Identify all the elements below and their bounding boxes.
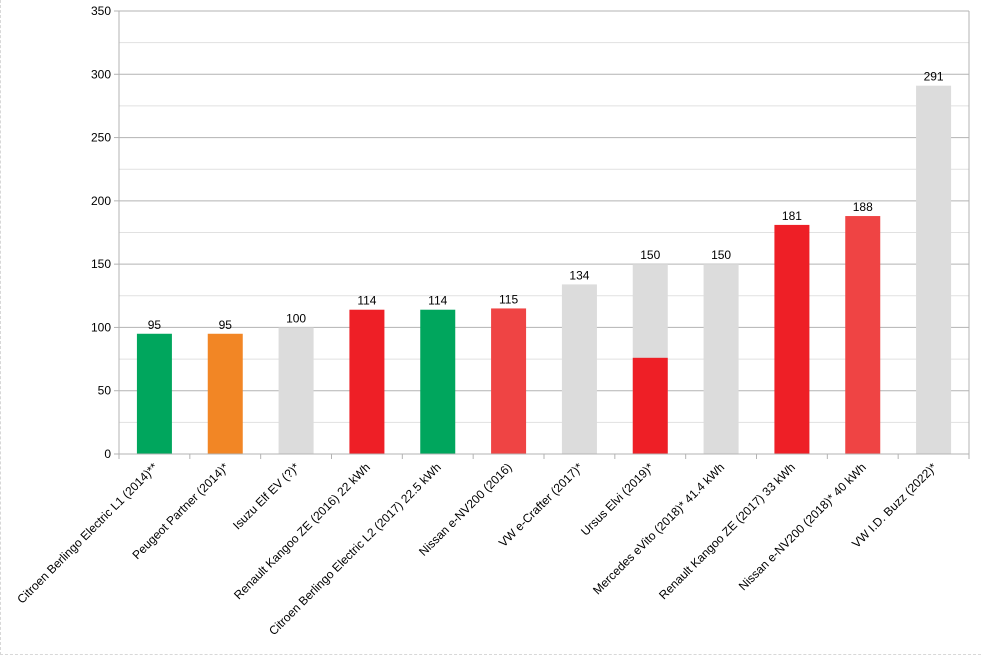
x-category-label: Mercedes eVito (2018)* 41.4 kWh: [590, 460, 727, 597]
bar-value-label: 150: [711, 248, 731, 262]
bar-value-label: 291: [924, 70, 944, 84]
y-tick-label: 100: [91, 320, 111, 334]
bar: [561, 284, 597, 454]
bar: [278, 327, 314, 454]
y-tick-label: 300: [91, 67, 111, 81]
x-category-label: Isuzu Elf EV (?)*: [230, 460, 302, 532]
x-category-label: Ursus Elvi (2019)*: [578, 460, 657, 539]
bar: [420, 309, 456, 454]
bar-value-label: 150: [640, 248, 660, 262]
bar: [845, 216, 881, 454]
x-category-label: Renault Kangoo ZE (2016) 22 kWh: [231, 460, 373, 602]
bar: [703, 264, 739, 454]
y-tick-label: 350: [91, 4, 111, 18]
bar-value-label: 114: [357, 294, 376, 308]
bar: [491, 308, 527, 454]
bar: [774, 224, 810, 454]
bar-value-label: 181: [782, 209, 802, 223]
y-tick-label: 0: [104, 447, 111, 461]
bar-value-label: 95: [148, 318, 162, 332]
bar-overlay-segment: [632, 357, 668, 454]
y-tick-label: 200: [91, 194, 111, 208]
bar: [916, 85, 952, 455]
bar: [349, 309, 385, 454]
bar-value-label: 115: [499, 292, 518, 306]
bar-value-label: 188: [853, 200, 873, 214]
y-tick-label: 50: [98, 384, 112, 398]
bar-value-label: 95: [219, 318, 233, 332]
bar: [207, 333, 243, 454]
y-tick-label: 150: [91, 257, 111, 271]
y-tick-label: 250: [91, 131, 111, 145]
bar-value-label: 134: [569, 268, 589, 282]
x-category-label: Renault Kangoo ZE (2017) 33 kWh: [656, 460, 798, 602]
x-category-label: Citroen Berlingo Electric L1 (2014)**: [14, 460, 160, 606]
x-category-label: Nissan e-NV200 (2018)* 40 kWh: [736, 460, 869, 593]
bar-value-label: 114: [428, 294, 447, 308]
bar: [136, 333, 172, 454]
bar-value-label: 100: [286, 311, 306, 325]
